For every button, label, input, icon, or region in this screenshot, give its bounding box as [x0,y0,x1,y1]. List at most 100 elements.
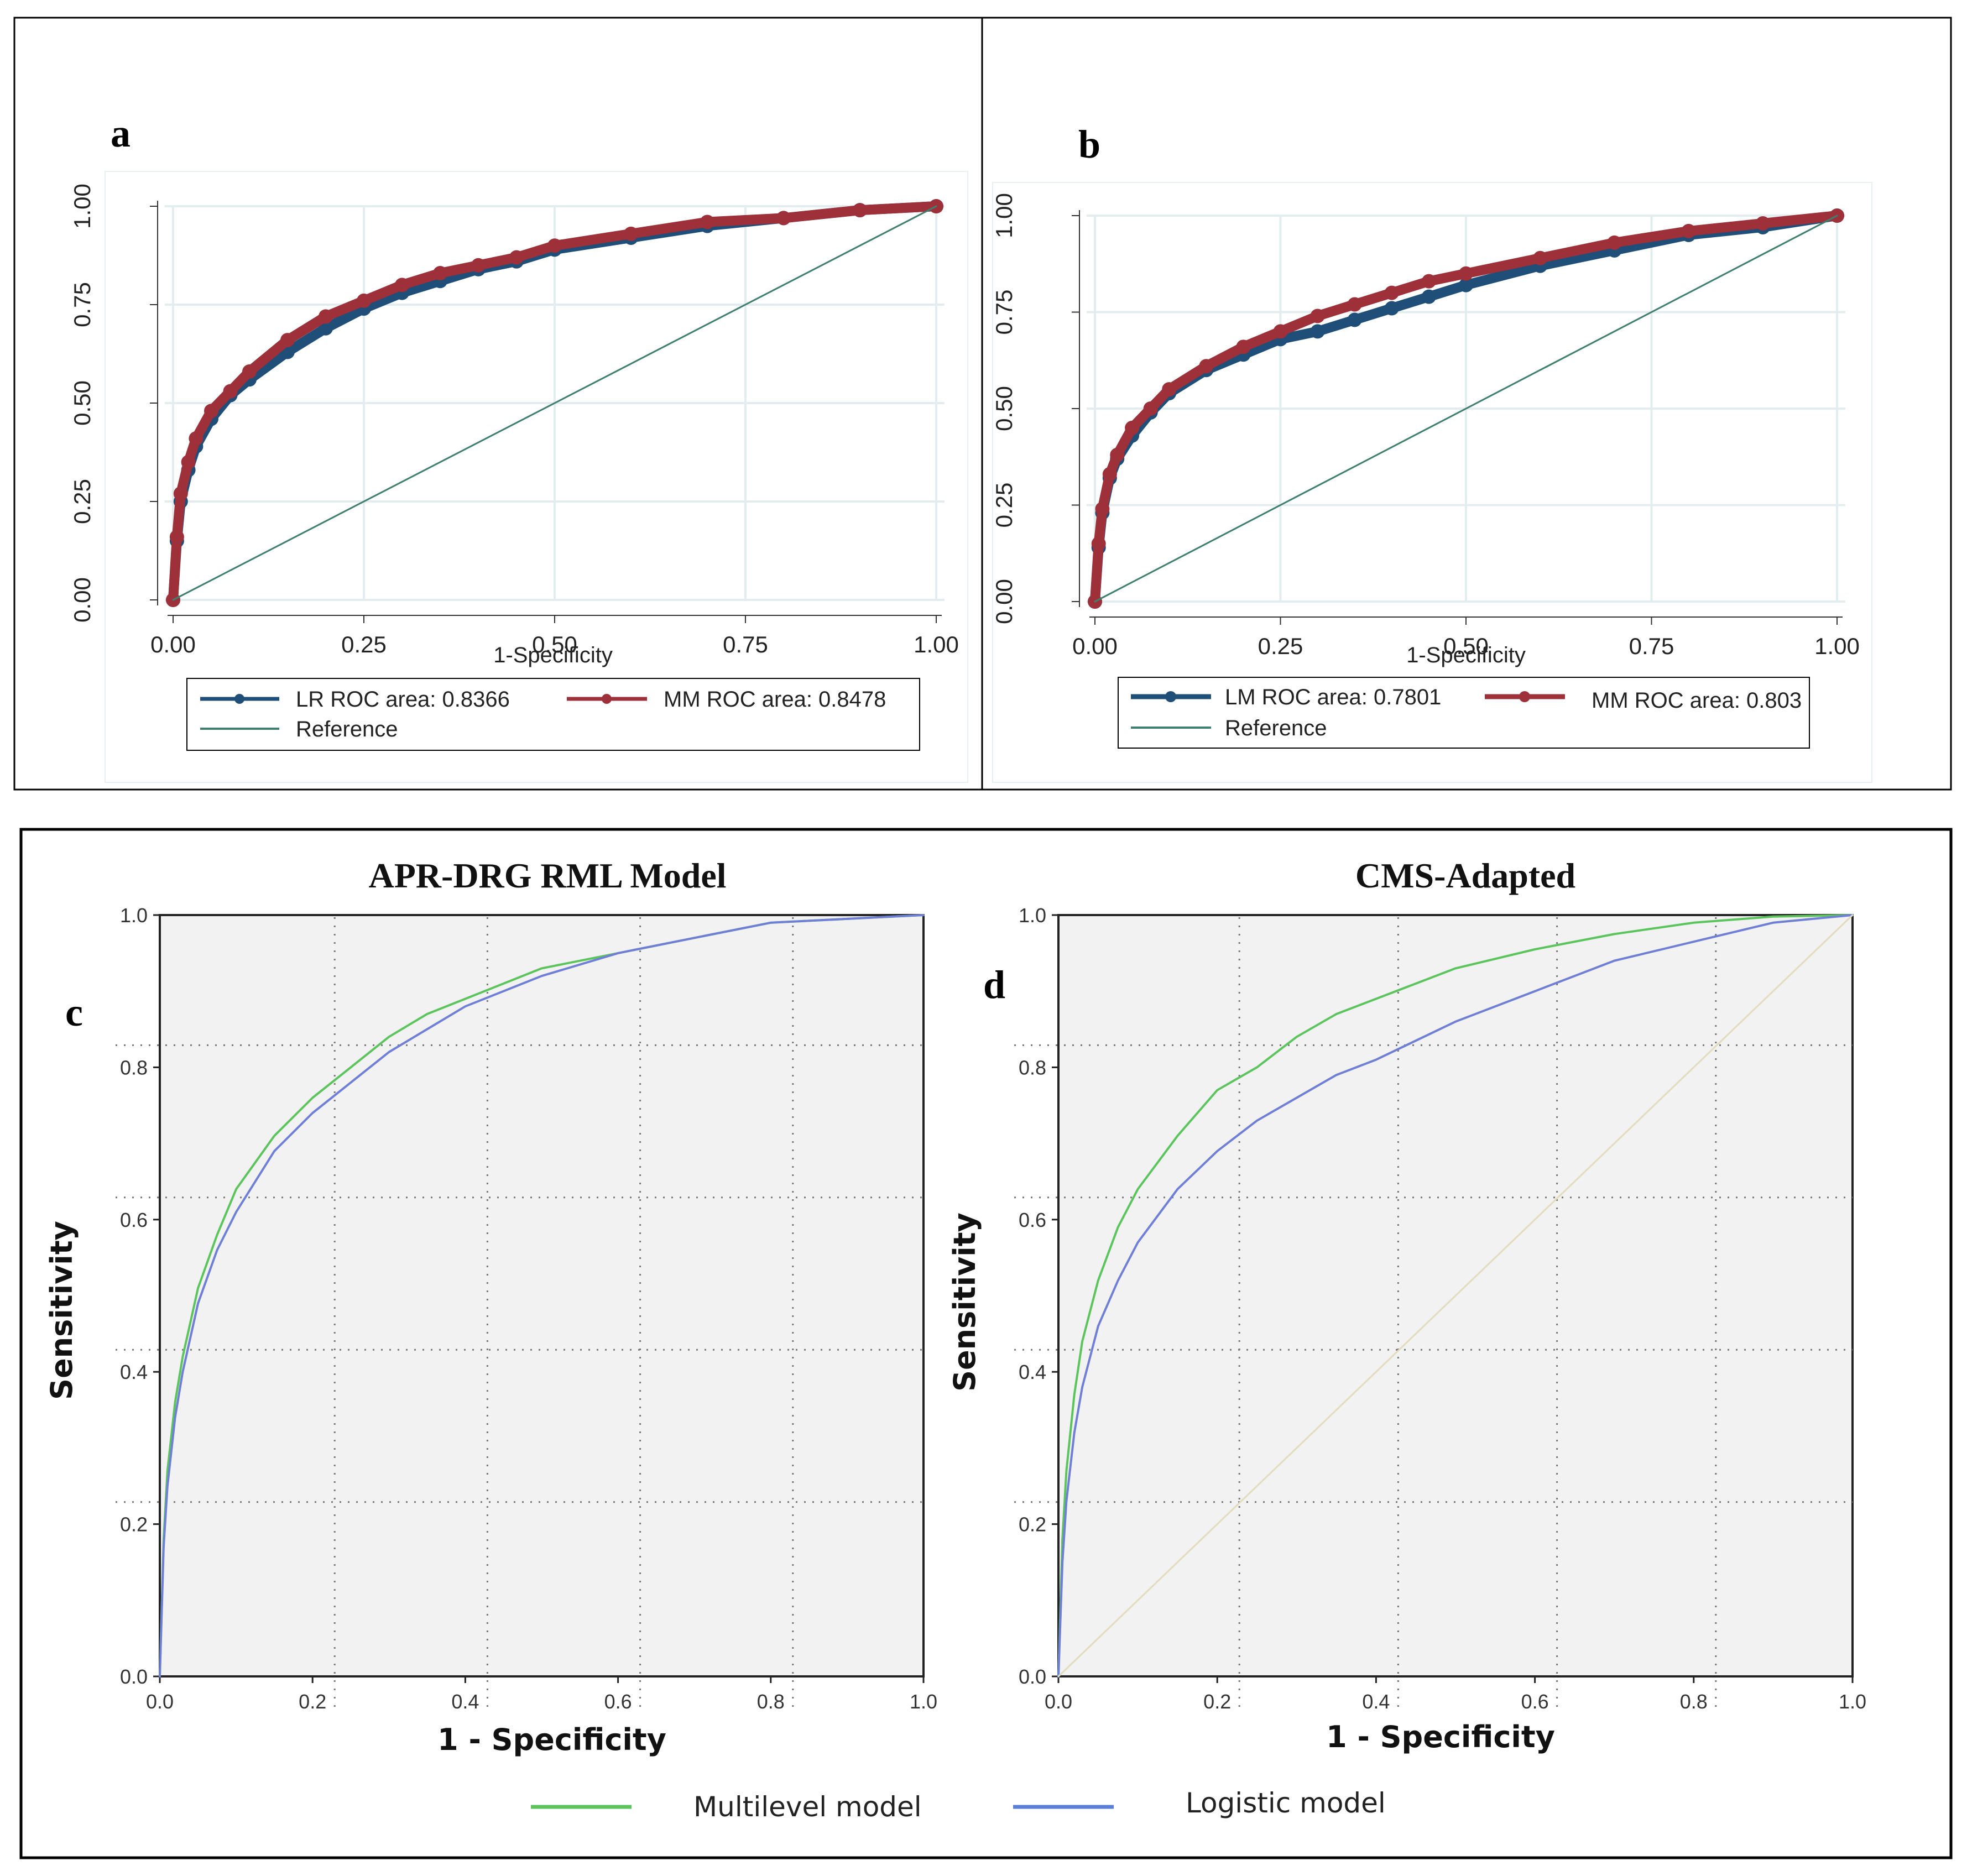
panel-b-chart: 0.00 0.25 0.50 0.75 1.00 0.00 0.25 0.50 0.75 1.00… [991,193,1860,667]
panel-c-x-axis-label: 1 - Specificity [437,1722,666,1757]
x-tick-label: 0.25 [1258,633,1303,659]
x-tick-label: 0.8 [1680,1690,1708,1713]
data-point [204,404,218,419]
x-tick-label: 0.00 [150,631,196,657]
data-point [1459,278,1473,292]
panel-c-y-axis-label: Sensitivity [44,1221,79,1400]
panel-d-axes: 0.0 0.2 0.4 0.6 0.8 1.0 0.0 0.2 0.4 0.6 0.8 1.0 [1019,904,1866,1713]
data-point [471,258,486,273]
legend-text-lr: LR ROC area: 0.8366 [296,687,510,712]
x-tick-label: 0.00 [1072,633,1118,659]
y-tick-label: 0.8 [120,1056,148,1079]
data-point [853,203,867,218]
legend-text-ref-b: Reference [1225,716,1327,740]
x-tick-label: 1.0 [910,1690,937,1713]
panel-b-x-axis-label: 1-Specificity [1406,643,1526,667]
data-point [1755,216,1770,231]
series-line-1 [1057,914,1854,1678]
x-tick-label: 0.8 [757,1690,785,1713]
data-point [280,333,295,348]
x-tick-label: 1.00 [914,631,959,657]
y-tick-label: 1.0 [1019,904,1046,927]
data-point [1347,312,1362,327]
data-point [1102,467,1117,482]
y-tick-label: 0.25 [991,483,1017,528]
data-point [223,384,238,399]
x-tick-label: 0.75 [723,631,768,657]
panel-d-title: CMS-Adapted [1355,856,1575,895]
y-tick-label: 0.2 [120,1513,148,1536]
panel-c-series [159,914,925,1678]
panel-c-title: APR-DRG RML Model [368,856,726,895]
panel-c-chart: 0.0 0.2 0.4 0.6 0.8 1.0 0.0 0.2 0.4 0.6 0.8 1.0 [116,904,937,1713]
y-tick-label: 0.75 [991,290,1017,335]
y-tick-label: 0.4 [1019,1361,1046,1383]
data-point [1143,401,1158,416]
data-point [395,278,409,292]
data-point [1459,266,1473,281]
y-tick-label: 0.4 [120,1361,148,1383]
data-point [242,364,257,379]
series-line-2 [1057,914,1854,1678]
data-point [1421,289,1436,304]
y-tick-label: 1.00 [69,184,95,229]
x-tick-label: 0.75 [1629,633,1674,659]
panel-a-region [105,171,968,783]
legend-marker-mm-a [602,694,612,704]
panel-label-b: b [1078,122,1100,166]
data-point [1162,382,1177,397]
panel-a-axes: 0.00 0.25 0.50 0.75 1.00 0.00 0.25 0.50 0.75 1.00 [69,184,959,657]
panel-b-series [1088,208,1844,609]
x-tick-label: 1.00 [1814,633,1860,659]
data-point [1091,536,1106,551]
panel-d-y-axis-label: Sensitivity [947,1213,982,1392]
y-tick-label: 0.8 [1019,1056,1046,1079]
legend-marker-lm [1165,691,1176,702]
data-point [1110,447,1125,462]
legend-text-lm: LM ROC area: 0.7801 [1225,685,1441,709]
y-tick-label: 0.6 [120,1209,148,1231]
data-point [1384,301,1399,316]
x-tick-label: 0.25 [341,631,387,657]
data-point [1681,223,1696,238]
x-tick-label: 0.0 [1045,1690,1072,1713]
data-point [1384,285,1399,300]
panel-b-axes: 0.00 0.25 0.50 0.75 1.00 0.00 0.25 0.50 0.75 1.00 [991,193,1860,659]
y-tick-label: 0.50 [69,380,95,426]
x-tick-label: 0.6 [1521,1690,1549,1713]
data-point [509,250,524,265]
y-tick-label: 0.75 [69,282,95,327]
data-point [1310,309,1325,323]
plot-area [159,914,925,1678]
y-tick-label: 0.0 [120,1665,148,1688]
x-tick-label: 0.4 [451,1690,479,1713]
panel-label-d: d [983,963,1005,1007]
data-point [1347,297,1362,312]
data-point [1095,501,1110,516]
x-tick-label: 1.0 [1839,1690,1866,1713]
x-tick-label: 0.4 [1362,1690,1390,1713]
legend-marker-mm-b [1519,691,1530,702]
panel-b-region [992,182,1872,783]
data-point [1125,420,1140,435]
panel-d-x-axis-label: 1 - Specificity [1326,1720,1555,1754]
data-point [173,486,188,501]
y-tick-label: 0.2 [1019,1513,1046,1536]
data-point [1199,359,1214,374]
data-point [357,293,371,308]
panel-c-grid [116,912,925,1707]
y-tick-label: 0.0 [1019,1665,1046,1688]
series-line-1 [159,914,925,1678]
panel-a-legend-box [186,678,920,751]
y-tick-label: 0.00 [991,579,1017,624]
x-tick-label: 0.50 [532,631,577,657]
legend-marker-lr [234,694,244,704]
panel-b-legend-box [1118,677,1810,749]
x-tick-label: 0.0 [146,1690,174,1713]
y-tick-label: 1.0 [120,904,148,927]
data-point [319,309,333,324]
panel-d-chart: 0.0 0.2 0.4 0.6 0.8 1.0 0.0 0.2 0.4 0.6 0.8 1.0 [1014,904,1866,1713]
data-point [1533,250,1548,265]
y-tick-label: 0.6 [1019,1209,1046,1231]
